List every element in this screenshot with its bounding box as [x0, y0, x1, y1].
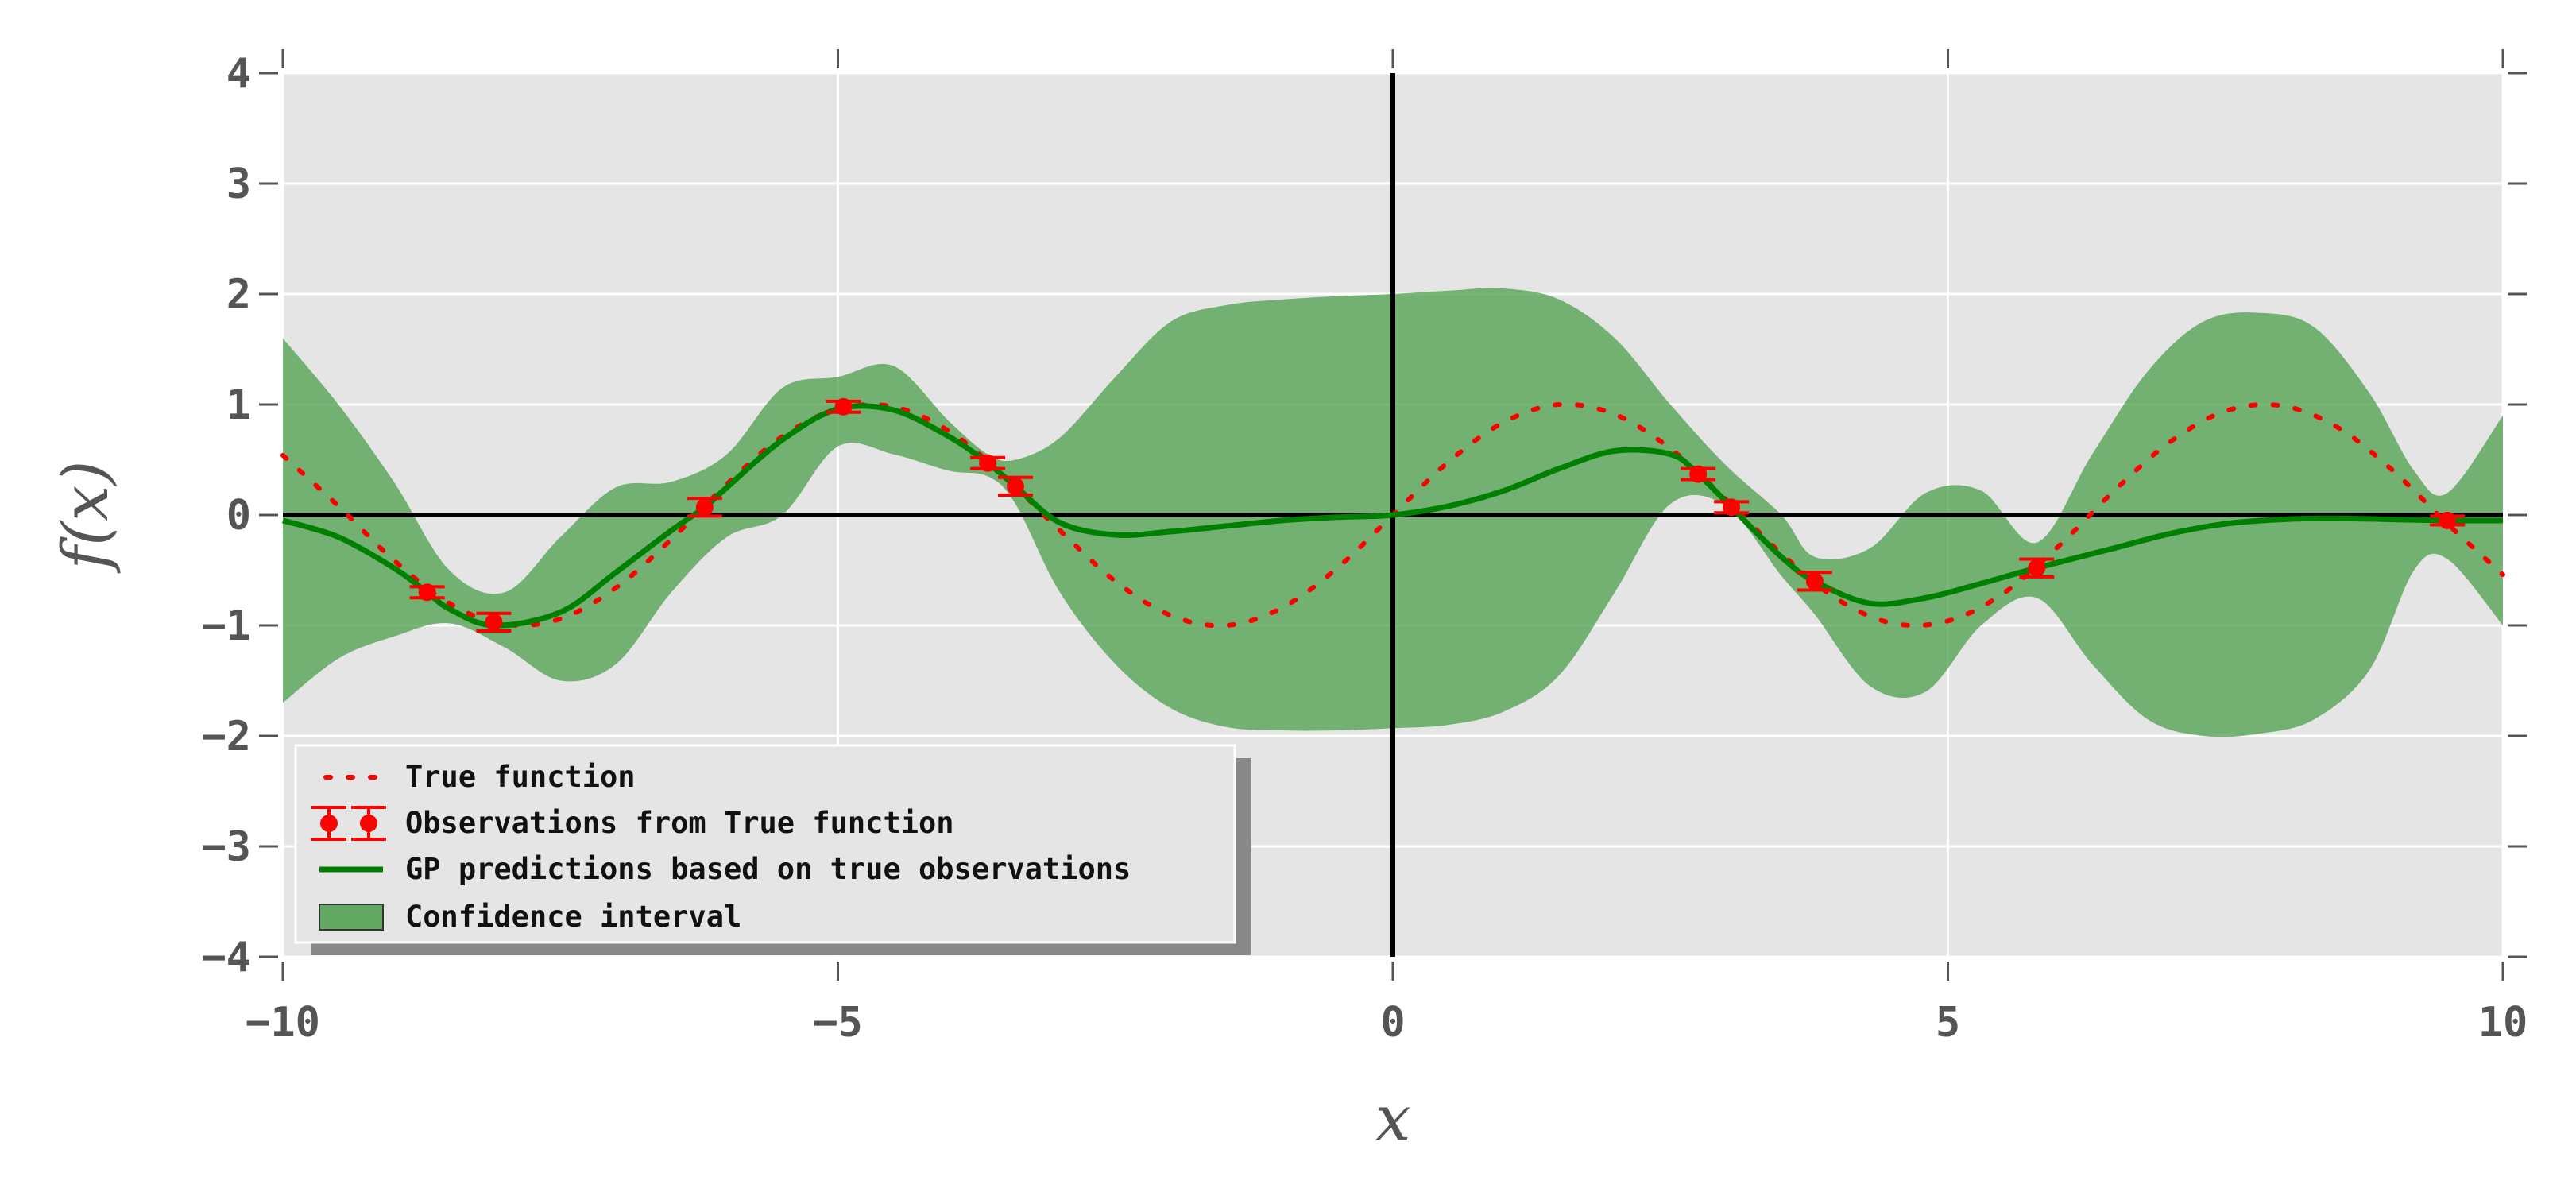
observation-point: [2019, 557, 2055, 579]
observation-marker: [834, 397, 853, 416]
x-tick-label: −5: [813, 999, 863, 1047]
observation-point: [1714, 498, 1750, 517]
observation-point: [2430, 511, 2466, 529]
observation-marker: [979, 454, 997, 472]
observation-marker: [1805, 572, 1824, 590]
legend-observation-marker: [320, 815, 338, 832]
y-axis-label: f(x): [48, 460, 122, 573]
observation-point: [1681, 465, 1716, 483]
legend-label: True function: [405, 760, 636, 794]
observation-point: [1797, 571, 1832, 592]
observation-point: [687, 497, 722, 518]
observation-marker: [485, 613, 503, 631]
observation-marker: [1689, 465, 1708, 483]
observation-point: [826, 397, 861, 416]
legend-frame: [294, 744, 1236, 944]
x-tick-label: 5: [1936, 999, 1960, 1047]
y-tick-label: 4: [226, 50, 251, 98]
y-tick-label: 1: [226, 381, 251, 429]
y-tick-label: −4: [201, 934, 251, 981]
observation-marker: [1007, 477, 1025, 495]
observation-point: [970, 454, 1006, 472]
x-tick-label: −10: [246, 999, 320, 1047]
observation-point: [998, 475, 1034, 497]
observation-marker: [2439, 511, 2457, 529]
y-tick-label: 3: [226, 161, 251, 208]
observation-point: [476, 611, 512, 633]
observation-point: [409, 583, 445, 602]
legend-label: Observations from True function: [405, 806, 954, 840]
legend-confidence-swatch: [319, 904, 384, 931]
gp-prediction-line: [281, 403, 2504, 629]
y-tick-label: −2: [201, 713, 251, 761]
observation-marker: [1723, 498, 1741, 517]
legend-label: Confidence interval: [405, 900, 741, 934]
axis-ticks: [259, 49, 2527, 981]
x-tick-label: 0: [1380, 999, 1405, 1047]
y-tick-label: −3: [201, 823, 251, 871]
y-tick-label: 2: [226, 271, 251, 319]
observation-marker: [2028, 559, 2046, 577]
y-tick-label: 0: [226, 492, 251, 540]
observation-marker: [418, 583, 436, 602]
x-axis-label: x: [1375, 1082, 1410, 1155]
legend-observation-marker: [360, 815, 377, 832]
legend-label: GP predictions based on true observation…: [405, 852, 1131, 886]
legend: True function Observations from True func…: [294, 744, 1251, 955]
x-tick-label: 10: [2478, 999, 2528, 1047]
observation-points: [409, 397, 2466, 633]
y-tick-label: −1: [201, 602, 251, 650]
observation-marker: [695, 498, 714, 517]
